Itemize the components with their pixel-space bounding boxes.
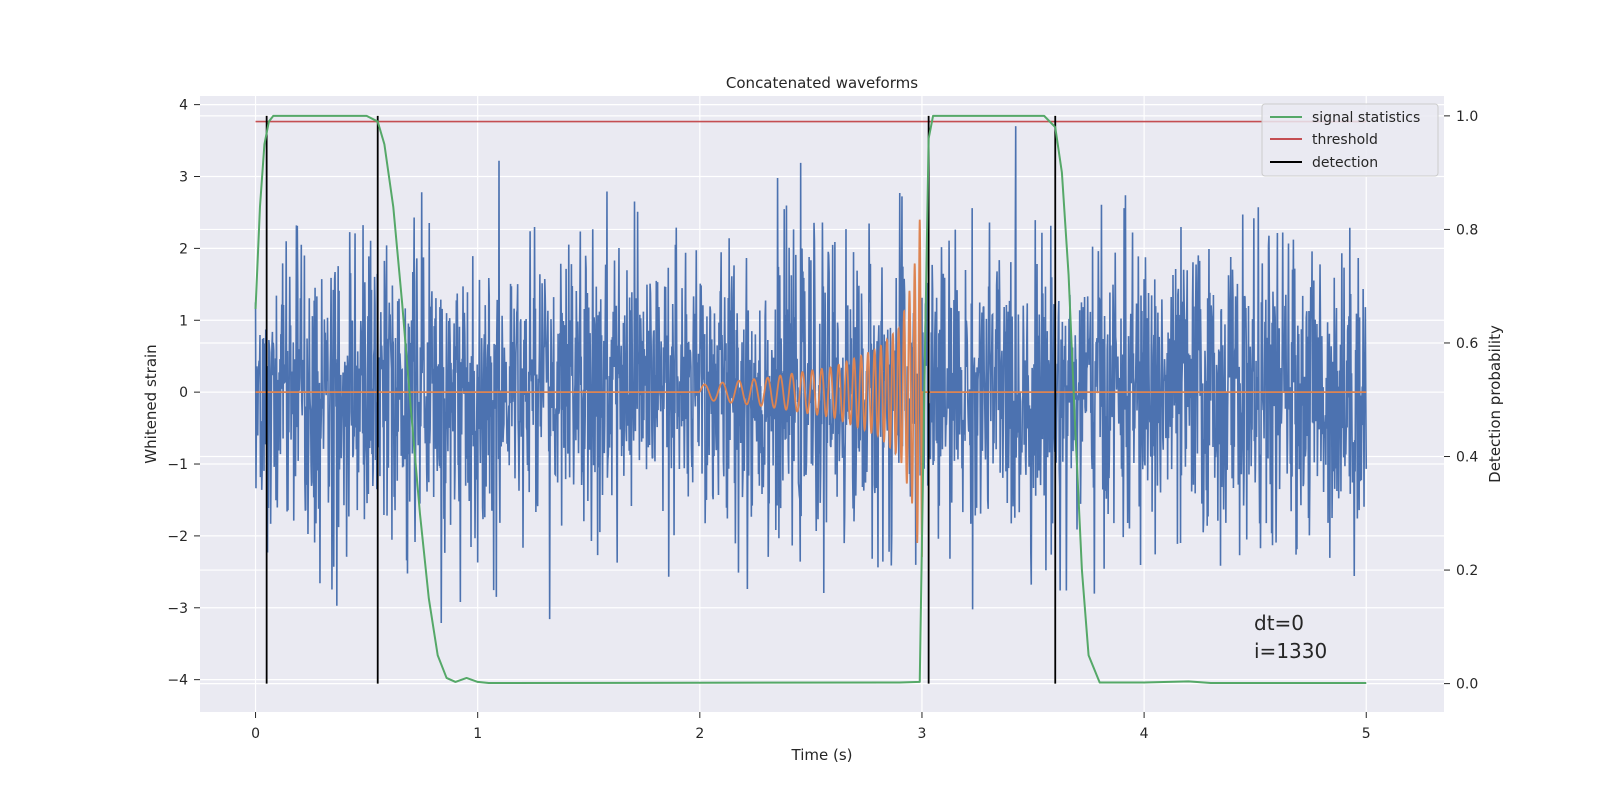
legend-label-signal-statistics: signal statistics	[1312, 110, 1420, 126]
legend: signal statistics threshold detection	[1261, 103, 1439, 177]
annotation-dt: dt=0	[1254, 611, 1304, 635]
chart-title: Concatenated waveforms	[726, 74, 918, 92]
y-tick-label: 3	[179, 170, 188, 186]
annotation-index: i=1330	[1254, 639, 1327, 663]
y-tick-label: 0	[179, 385, 188, 401]
y-tick-label: −4	[167, 673, 188, 689]
y-tick-label: −3	[167, 601, 188, 617]
legend-box	[1261, 103, 1439, 177]
series-noise	[254, 126, 1368, 623]
y2-tick-label: 0.6	[1456, 336, 1478, 352]
x-tick-label: 2	[695, 726, 704, 742]
y2-tick-label: 1.0	[1456, 109, 1478, 125]
y-tick-label: −2	[167, 529, 188, 545]
y2-tick-label: 0.2	[1456, 563, 1478, 579]
y2-axis-label: Detection probability	[1486, 325, 1504, 483]
x-tick-label: 5	[1362, 726, 1371, 742]
y-tick-label: 4	[179, 98, 188, 114]
tick-labels: 0 1 2 3 4 5 −4 −3 −2 −1 0 1 2 3 4 0.0 0.2 0.4 0.6 0.8 1.0	[167, 98, 1478, 742]
x-tick-label: 3	[918, 726, 927, 742]
x-tick-label: 0	[251, 726, 260, 742]
y2-tick-label: 0.4	[1456, 450, 1478, 466]
series-signal-statistics	[254, 114, 1367, 685]
series-template	[255, 219, 1367, 558]
y-axis-label: Whitened strain	[142, 344, 160, 463]
x-tick-label: 1	[473, 726, 482, 742]
x-axis-label: Time (s)	[791, 746, 853, 764]
legend-label-detection: detection	[1312, 155, 1378, 171]
annotation: dt=0 i=1330	[1254, 611, 1327, 663]
plot-area	[254, 114, 1368, 685]
legend-label-threshold: threshold	[1312, 132, 1378, 148]
y2-tick-label: 0.8	[1456, 222, 1478, 238]
x-tick-label: 4	[1140, 726, 1149, 742]
y-tick-label: −1	[167, 457, 188, 473]
y-tick-label: 1	[179, 313, 188, 329]
y2-tick-label: 0.0	[1456, 677, 1478, 693]
y-tick-label: 2	[179, 241, 188, 257]
